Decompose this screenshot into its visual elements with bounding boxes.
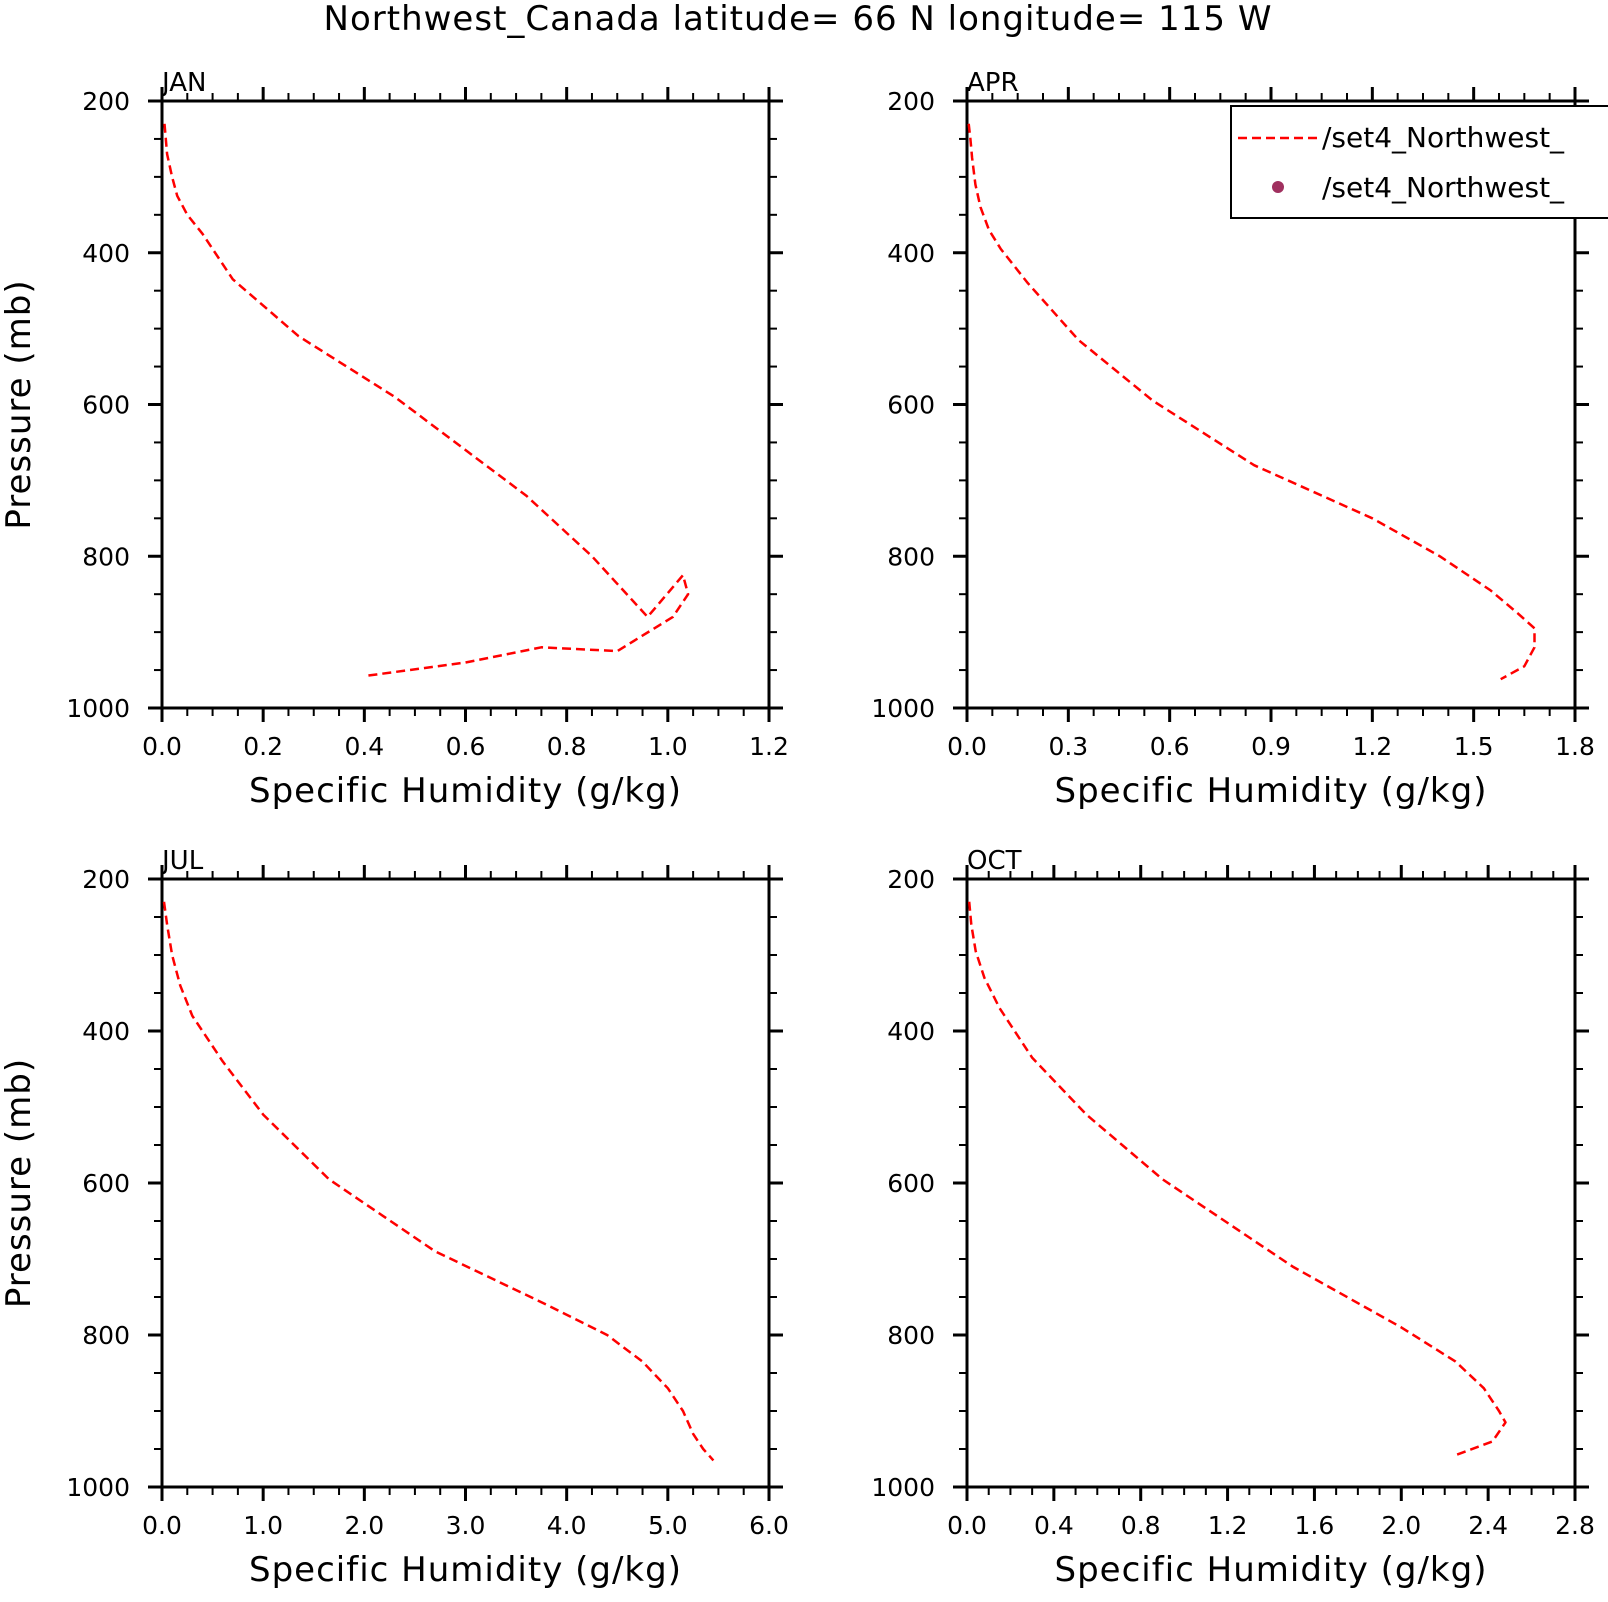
x-tick-label: 1.2 [1208,1511,1248,1540]
x-axis-label: Specific Humidity (g/kg) [249,771,682,811]
x-tick-label: 0.0 [142,732,182,761]
x-tick-label: 2.0 [344,1511,384,1540]
x-tick-label: 1.2 [749,732,789,761]
legend-entry-label: /set4_Northwest_ [1322,121,1565,154]
panels: JAN 0.0 0.2 0.4 0.6 0.8 1.0 1.2 200 400 600 800 1000… [0,68,1595,1590]
x-tick-label: 0.8 [547,732,587,761]
x-tick-label: 1.6 [1295,1511,1335,1540]
y-tick-label: 400 [887,1017,935,1046]
chart-panel-jul: JUL 0.0 1.0 2.0 3.0 4.0 5.0 6.0 200 400 600 800 1000… [0,846,789,1590]
y-axis-label: Pressure (mb) [0,1058,39,1308]
y-tick-label: 200 [887,865,935,894]
x-tick-label: 0.4 [344,732,384,761]
y-tick-label: 800 [82,542,130,571]
x-axis-label: Specific Humidity (g/kg) [249,1550,682,1590]
y-tick-label: 1000 [871,694,935,723]
x-tick-label: 1.0 [243,1511,283,1540]
panel-month-label: OCT [967,846,1022,876]
y-tick-label: 600 [887,391,935,420]
figure-title: Northwest_Canada latitude= 66 N longitud… [324,0,1273,39]
x-tick-label: 0.6 [446,732,486,761]
plot-frame [965,877,1577,1489]
x-tick-label: 2.8 [1555,1511,1595,1540]
x-tick-label: 0.3 [1048,732,1088,761]
chart-panel-jan: JAN 0.0 0.2 0.4 0.6 0.8 1.0 1.2 200 400 600 800 1000… [0,68,789,811]
x-tick-label: 4.0 [547,1511,587,1540]
x-tick-label: 1.8 [1555,732,1595,761]
x-tick-label: 1.2 [1352,732,1392,761]
y-tick-label: 400 [887,239,935,268]
y-tick-label: 600 [82,1169,130,1198]
y-tick-label: 800 [887,1321,935,1350]
x-tick-label: 2.0 [1381,1511,1421,1540]
humidity-profile-line [967,901,1507,1457]
x-axis-label: Specific Humidity (g/kg) [1055,1550,1488,1590]
y-tick-label: 800 [887,542,935,571]
y-tick-label: 800 [82,1321,130,1350]
chart-panel-oct: OCT 0.0 0.4 0.8 1.2 1.6 2.0 2.4 2.8 200 400 600 800 1… [871,846,1595,1590]
legend-entry-label: /set4_Northwest_ [1322,171,1565,204]
y-tick-label: 1000 [871,1473,935,1502]
x-tick-label: 0.9 [1251,732,1291,761]
x-tick-label: 0.2 [243,732,283,761]
y-tick-label: 400 [82,239,130,268]
x-tick-label: 0.6 [1150,732,1190,761]
y-tick-label: 400 [82,1017,130,1046]
x-tick-label: 5.0 [648,1511,688,1540]
x-tick-label: 0.0 [142,1511,182,1540]
y-tick-label: 200 [82,865,130,894]
x-tick-label: 1.5 [1454,732,1494,761]
plot-frame [160,99,771,710]
x-tick-label: 2.4 [1468,1511,1508,1540]
plot-frame [160,877,771,1489]
legend-box [1230,105,1608,219]
y-tick-label: 600 [82,391,130,420]
y-axis-label: Pressure (mb) [0,279,39,529]
x-tick-label: 0.0 [947,1511,987,1540]
humidity-profile-line [162,901,715,1462]
x-tick-label: 3.0 [446,1511,486,1540]
x-tick-label: 0.4 [1034,1511,1074,1540]
panel-month-label: JUL [160,846,204,876]
y-tick-label: 200 [82,87,130,116]
humidity-profile-line [163,123,690,678]
y-tick-label: 1000 [66,1473,130,1502]
panel-month-label: JAN [160,68,206,98]
y-tick-label: 1000 [66,694,130,723]
humidity-profile-line [967,123,1536,681]
legend-dot-swatch [1272,181,1284,193]
x-axis-label: Specific Humidity (g/kg) [1055,771,1488,811]
x-tick-label: 1.0 [648,732,688,761]
x-tick-label: 0.0 [947,732,987,761]
x-tick-label: 6.0 [749,1511,789,1540]
y-tick-label: 600 [887,1169,935,1198]
y-tick-label: 200 [887,87,935,116]
x-tick-label: 0.8 [1121,1511,1161,1540]
legend: /set4_Northwest_ /set4_Northwest_ [1230,105,1608,219]
